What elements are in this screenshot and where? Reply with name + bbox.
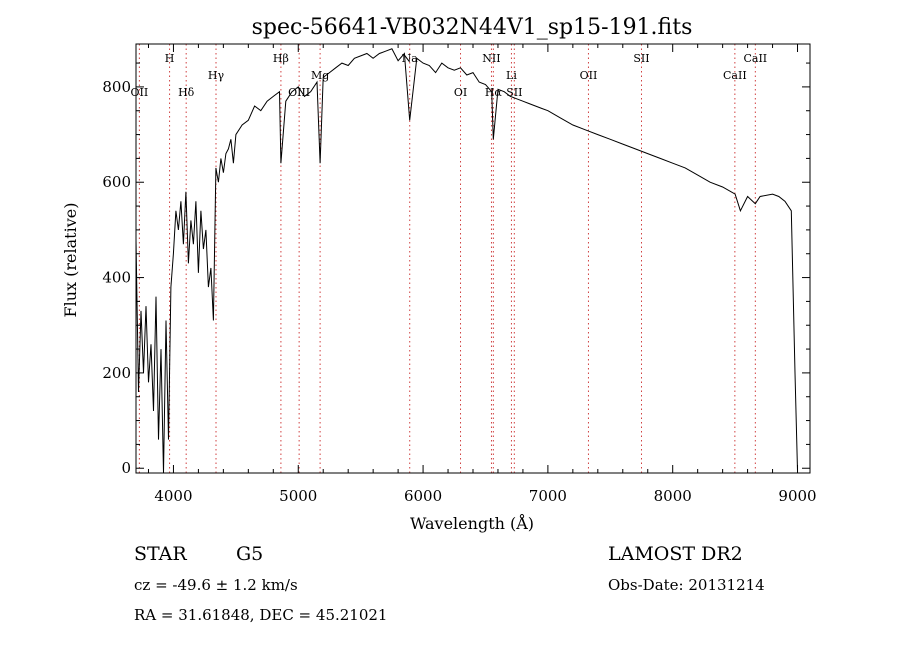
- x-tick-label: 6000: [404, 487, 442, 505]
- spectral-line-markers: [138, 44, 756, 473]
- spectral-line-label: H: [165, 52, 175, 65]
- spectral-line-label: NII: [482, 52, 500, 65]
- spectrum-line: [135, 48, 798, 474]
- spectral-line-label: Mg: [311, 69, 329, 82]
- spectral-line-label: Li: [506, 69, 517, 82]
- spectral-line-label: OII: [580, 69, 598, 82]
- survey-name: LAMOST DR2: [608, 543, 743, 565]
- spectral-line-label: SII: [633, 52, 649, 65]
- spectral-line-labels: OIIHHδHγHβOIIIMgNaOINIIHαLiSIIOIISIICaII…: [131, 52, 768, 99]
- x-axis-ticks: 4000 5000 6000 7000 8000 9000: [147, 44, 817, 505]
- spectral-line-label: OI: [454, 86, 467, 99]
- y-tick-label: 0: [121, 459, 131, 477]
- y-tick-label: 800: [102, 78, 131, 96]
- spectral-line-label: Hα: [485, 86, 503, 99]
- spectral-line-label: Hγ: [208, 69, 225, 82]
- spectral-line-label: CaII: [723, 69, 747, 82]
- sky-coordinates: RA = 31.61848, DEC = 45.21021: [134, 606, 387, 624]
- x-tick-label: 8000: [654, 487, 692, 505]
- x-tick-label: 9000: [778, 487, 816, 505]
- spectral-line-label: Na: [402, 52, 419, 65]
- y-axis-ticks: 0 200 400 600 800: [102, 62, 810, 477]
- x-axis-title: Wavelength (Å): [410, 513, 534, 533]
- object-class: STAR: [134, 543, 187, 565]
- x-tick-label: 4000: [154, 487, 192, 505]
- object-subclass: G5: [236, 543, 263, 565]
- plot-frame: [135, 43, 811, 474]
- spectral-line-label: Hδ: [178, 86, 195, 99]
- y-tick-label: 600: [102, 173, 131, 191]
- y-tick-label: 200: [102, 364, 131, 382]
- y-tick-label: 400: [102, 269, 131, 287]
- redshift-velocity: cz = -49.6 ± 1.2 km/s: [134, 576, 298, 594]
- x-tick-label: 5000: [279, 487, 317, 505]
- chart-title: spec-56641-VB032N44V1_sp15-191.fits: [252, 15, 693, 40]
- spectral-line-label: OII: [131, 86, 149, 99]
- spectral-line-label: CaII: [743, 52, 767, 65]
- x-tick-label: 7000: [529, 487, 567, 505]
- observation-date: Obs-Date: 20131214: [608, 576, 765, 594]
- y-axis-title: Flux (relative): [61, 203, 80, 318]
- spectral-line-label: SII: [506, 86, 522, 99]
- spectral-line-label: Hβ: [273, 52, 289, 65]
